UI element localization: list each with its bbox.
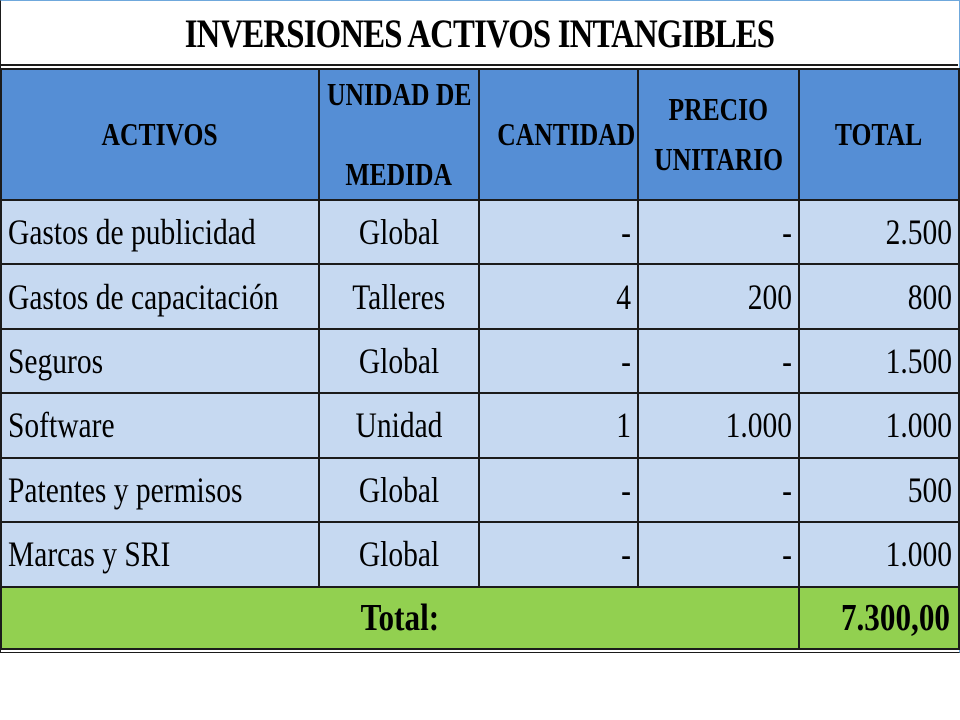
cell-text: 500 <box>907 469 952 510</box>
cell-activo: Seguros <box>0 327 320 395</box>
cell-text: Seguros <box>8 340 104 381</box>
column-header-cantidad: CANTIDAD <box>478 68 639 201</box>
total-row: Total: 7.300,00 <box>0 585 960 651</box>
cell-unidad: Global <box>318 456 480 524</box>
cell-total: 1.000 <box>798 521 960 588</box>
cell-text: 1.000 <box>885 405 952 446</box>
cell-text: 1 <box>616 405 631 446</box>
cell-text: Global <box>358 469 440 510</box>
total-label-cell: Total: <box>0 585 800 651</box>
total-value-cell: 7.300,00 <box>798 585 960 651</box>
cell-cantidad: 1 <box>478 392 639 459</box>
cell-cantidad: 4 <box>478 263 639 330</box>
table-row: Patentes y permisos Global - - 500 <box>0 456 960 524</box>
column-header-label: ACTIVOS <box>101 116 219 153</box>
cell-text: Software <box>8 405 115 446</box>
cell-text: - <box>782 534 792 575</box>
cell-text: - <box>782 212 792 253</box>
total-label: Total: <box>360 596 440 639</box>
title-bar: INVERSIONES ACTIVOS INTANGIBLES <box>1 2 958 66</box>
table-row: Marcas y SRI Global - - 1.000 <box>0 521 960 588</box>
cell-total: 1.500 <box>798 327 960 395</box>
cell-text: Gastos de publicidad <box>8 212 256 253</box>
header-row: ACTIVOS UNIDAD DE MEDIDA CANTIDAD PRECIO… <box>0 68 960 201</box>
cell-precio: - <box>637 456 800 524</box>
cell-precio: - <box>637 198 800 266</box>
table-title: INVERSIONES ACTIVOS INTANGIBLES <box>184 10 775 56</box>
cell-text: Gastos de capacitación <box>8 276 279 317</box>
cell-text: Global <box>358 534 440 575</box>
cell-total: 500 <box>798 456 960 524</box>
cell-total: 2.500 <box>798 198 960 266</box>
cell-unidad: Global <box>318 198 480 266</box>
column-header-label: UNIDAD DE <box>326 76 472 113</box>
table-row: Gastos de publicidad Global - - 2.500 <box>0 198 960 266</box>
cell-text: - <box>621 340 631 381</box>
cell-cantidad: - <box>478 521 639 588</box>
column-header-unidad-de-medida: UNIDAD DE MEDIDA <box>318 68 480 201</box>
cell-activo: Gastos de capacitación <box>0 263 320 330</box>
cell-activo: Software <box>0 392 320 459</box>
cell-text: Unidad <box>355 405 443 446</box>
cell-activo: Marcas y SRI <box>0 521 320 588</box>
cell-text: Marcas y SRI <box>8 534 171 575</box>
cell-text: - <box>782 340 792 381</box>
cell-total: 1.000 <box>798 392 960 459</box>
cell-text: 1.500 <box>885 340 952 381</box>
cell-unidad: Unidad <box>318 392 480 459</box>
cell-precio: - <box>637 521 800 588</box>
cell-text: 1.000 <box>885 534 952 575</box>
cell-text: - <box>621 534 631 575</box>
investments-table: ACTIVOS UNIDAD DE MEDIDA CANTIDAD PRECIO… <box>0 68 960 651</box>
cell-precio: - <box>637 327 800 395</box>
cell-cantidad: - <box>478 327 639 395</box>
cell-unidad: Talleres <box>318 263 480 330</box>
cell-text: Global <box>358 340 440 381</box>
cell-cantidad: - <box>478 456 639 524</box>
cell-activo: Gastos de publicidad <box>0 198 320 266</box>
cell-text: Global <box>358 212 440 253</box>
column-header-activos: ACTIVOS <box>0 68 320 201</box>
column-header-label: CANTIDAD <box>497 116 636 153</box>
cell-text: 200 <box>747 276 792 317</box>
column-header-label: PRECIO <box>668 91 769 128</box>
column-header-label: TOTAL <box>835 116 923 153</box>
column-header-precio-unitario: PRECIO UNITARIO <box>637 68 800 201</box>
column-header-label: MEDIDA <box>345 156 453 193</box>
cell-text: - <box>782 469 792 510</box>
column-header-label: UNITARIO <box>654 141 783 178</box>
table-row: Seguros Global - - 1.500 <box>0 327 960 395</box>
cell-precio: 1.000 <box>637 392 800 459</box>
cell-unidad: Global <box>318 521 480 588</box>
cell-text: 2.500 <box>885 212 952 253</box>
cell-activo: Patentes y permisos <box>0 456 320 524</box>
cell-text: 4 <box>616 276 631 317</box>
cell-text: - <box>621 469 631 510</box>
cell-text: Patentes y permisos <box>8 469 243 510</box>
column-header-total: TOTAL <box>798 68 960 201</box>
cell-cantidad: - <box>478 198 639 266</box>
total-value: 7.300,00 <box>840 596 950 639</box>
cell-total: 800 <box>798 263 960 330</box>
cell-precio: 200 <box>637 263 800 330</box>
table-row: Software Unidad 1 1.000 1.000 <box>0 392 960 459</box>
cell-text: 1.000 <box>725 405 792 446</box>
cell-text: Talleres <box>352 276 446 317</box>
cell-text: - <box>621 212 631 253</box>
cell-text: 800 <box>907 276 952 317</box>
cell-unidad: Global <box>318 327 480 395</box>
table-row: Gastos de capacitación Talleres 4 200 80… <box>0 263 960 330</box>
